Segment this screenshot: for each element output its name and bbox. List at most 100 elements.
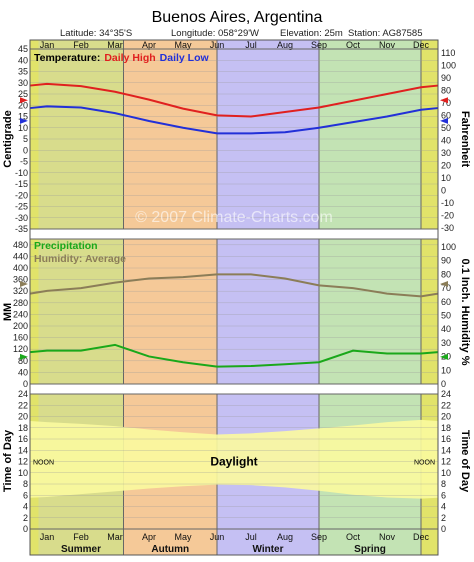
month-label-bottom: Sep	[311, 532, 327, 542]
daylight-tick-left: 8	[23, 479, 28, 489]
month-label-top: Dec	[413, 40, 430, 50]
temp-ylabel-left: Centigrade	[2, 110, 14, 167]
temp-tick-f: 10	[441, 173, 451, 183]
daylight-tick-left: 14	[18, 445, 28, 455]
daylight-tick-left: 24	[18, 389, 28, 399]
temp-tick-c: 40	[18, 55, 28, 65]
precip-tick-mm: 400	[13, 263, 28, 273]
precip-tick-mm: 280	[13, 298, 28, 308]
daylight-area	[30, 419, 438, 499]
month-label-bottom: Apr	[142, 532, 156, 542]
station-text: Station: AG87585	[348, 28, 422, 39]
temp-legend-low: Daily Low	[160, 52, 210, 64]
month-label-top: Oct	[346, 40, 361, 50]
daylight-tick-left: 6	[23, 490, 28, 500]
temp-legend-title: Temperature:	[34, 52, 100, 64]
temp-tick-c: 10	[18, 123, 28, 133]
temp-legend: Temperature: Daily High Daily Low	[34, 52, 210, 64]
temp-tick-f: -30	[441, 223, 454, 233]
temp-series-low	[29, 105, 439, 135]
precip-tick-mm: 200	[13, 321, 28, 331]
temp-avg-marker-left	[20, 97, 28, 104]
elevation-text: Elevation: 25m	[280, 28, 343, 39]
daylight-tick-left: 12	[18, 457, 28, 467]
temp-tick-c: -10	[15, 168, 28, 178]
daylight-ylabel-right: Time of Day	[459, 430, 471, 493]
daylight-tick-left: 2	[23, 513, 28, 523]
precip-tick-right: 50	[441, 311, 451, 321]
temp-avg-marker-left	[20, 117, 28, 124]
humidity-avg-marker-right	[440, 280, 448, 287]
temp-avg-marker-right	[440, 117, 448, 124]
temp-tick-f: 60	[441, 110, 451, 120]
chart-title: Buenos Aires, Argentina	[152, 9, 323, 26]
season-label-summer: Summer	[61, 544, 101, 555]
precip-tick-right: 0	[441, 379, 446, 389]
temp-tick-c: 0	[23, 145, 28, 155]
chart-frame	[29, 39, 439, 556]
month-label-bottom: Jun	[210, 532, 225, 542]
daylight-tick-right: 20	[441, 412, 451, 422]
precip-tick-mm: 40	[18, 367, 28, 377]
temp-tick-f: 110	[441, 48, 455, 58]
temp-tick-f: 20	[441, 160, 451, 170]
precip-ylabel-right: 0.1 Inch. Humidity %	[459, 259, 471, 366]
month-label-bottom: Jul	[245, 532, 257, 542]
temp-tick-f: 40	[441, 135, 451, 145]
precip-tick-right: 30	[441, 338, 451, 348]
noon-label-left: NOON	[33, 460, 54, 467]
precip-series	[29, 343, 439, 368]
temp-tick-c: 15	[18, 112, 28, 122]
temp-tick-c: -5	[20, 157, 28, 167]
precip-tick-right: 100	[441, 242, 456, 252]
season-label-spring: Spring	[354, 544, 386, 555]
temp-tick-c: -25	[15, 202, 28, 212]
month-label-top: Apr	[142, 40, 156, 50]
temp-tick-f: 70	[441, 98, 451, 108]
precip-ylabel-left: MM	[2, 303, 14, 321]
temp-tick-c: 20	[18, 100, 28, 110]
precip-tick-mm: 80	[18, 356, 28, 366]
daylight-tick-left: 20	[18, 412, 28, 422]
daylight-tick-right: 2	[441, 513, 446, 523]
daylight-tick-right: 8	[441, 479, 446, 489]
month-label-top: Jan	[40, 40, 55, 50]
temp-tick-c: 25	[18, 89, 28, 99]
precip-tick-mm: 360	[13, 275, 28, 285]
daylight-tick-right: 22	[441, 400, 451, 410]
noon-label-right: NOON	[414, 460, 435, 467]
month-label-top: May	[174, 40, 192, 50]
month-label-bottom: Mar	[107, 532, 123, 542]
month-label-top: Sep	[311, 40, 327, 50]
temp-tick-f: -10	[441, 198, 454, 208]
temp-ylabel-right: Fahrenheit	[459, 111, 471, 168]
month-label-top: Aug	[277, 40, 293, 50]
month-label-bottom: Nov	[379, 532, 396, 542]
season-label-autumn: Autumn	[151, 544, 189, 555]
daylight-tick-right: 18	[441, 423, 451, 433]
daylight-tick-right: 12	[441, 457, 451, 467]
precip-tick-mm: 120	[13, 344, 28, 354]
month-label-bottom: Oct	[346, 532, 361, 542]
temp-tick-f: 80	[441, 85, 451, 95]
daylight-tick-right: 14	[441, 445, 451, 455]
precip-tick-mm: 480	[13, 240, 28, 250]
precip-avg-marker-right	[440, 353, 448, 360]
daylight-tick-right: 24	[441, 389, 451, 399]
daylight-tick-left: 16	[18, 434, 28, 444]
daylight-tick-left: 4	[23, 502, 28, 512]
precip-tick-right: 60	[441, 297, 451, 307]
temp-series-high	[29, 82, 439, 118]
precip-avg-marker-left	[20, 353, 28, 360]
daylight-tick-right: 10	[441, 468, 451, 478]
temp-tick-c: 45	[18, 44, 28, 54]
temp-tick-c: -30	[15, 213, 28, 223]
month-label-bottom: May	[174, 532, 192, 542]
precip-tick-mm: 440	[13, 251, 28, 261]
precip-tick-right: 40	[441, 324, 451, 334]
temp-tick-c: 30	[18, 78, 28, 88]
latitude-text: Latitude: 34°35'S	[60, 28, 132, 39]
month-label-top: Nov	[379, 40, 396, 50]
panel-gap	[30, 384, 438, 394]
daylight-tick-left: 18	[18, 423, 28, 433]
